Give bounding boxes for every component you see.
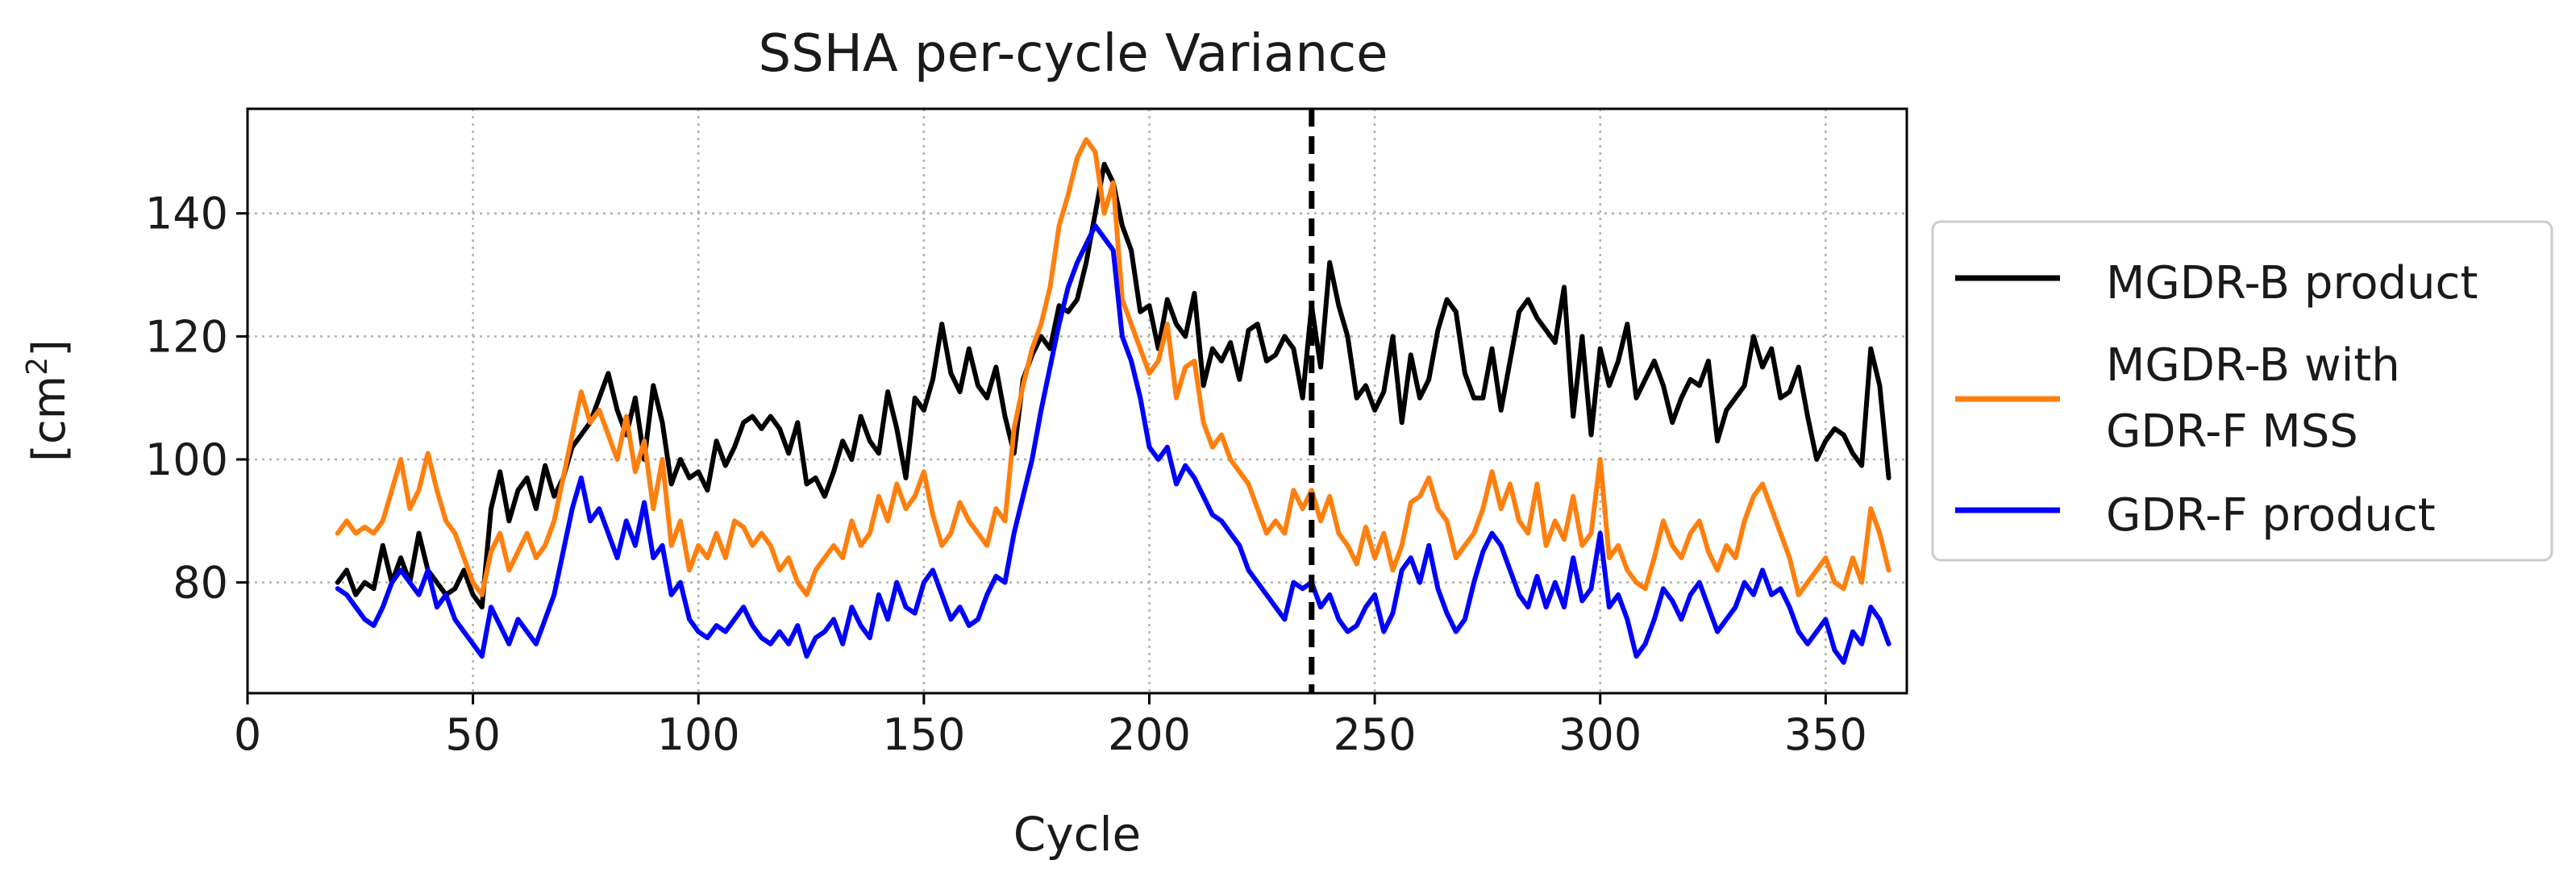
x-tick-label: 150	[882, 709, 965, 760]
x-tick-label: 100	[657, 709, 740, 760]
legend-label-mgdr-b-with-gdr-f-mss: MGDR-B with	[2106, 339, 2400, 392]
x-tick-label: 50	[445, 709, 501, 760]
y-axis-label-prefix: [cm	[23, 376, 76, 462]
x-axis-label: Cycle	[1013, 807, 1142, 862]
legend-items: MGDR-B product MGDR-B with GDR-F MSS GDR-F …	[1955, 257, 2478, 542]
series-layer	[335, 137, 1891, 665]
y-axis-label-superscript: 2	[21, 357, 54, 376]
legend: MGDR-B product MGDR-B with GDR-F MSS GDR-F …	[1931, 220, 2553, 562]
series-line-gdr-f-product	[335, 223, 1891, 665]
x-tick-label: 200	[1108, 709, 1191, 760]
x-tick-label: 250	[1334, 709, 1417, 760]
y-axis-ticks: 80 100 120 140	[145, 189, 248, 609]
x-tick-label: 300	[1559, 709, 1642, 760]
y-axis-label-suffix: ]	[23, 339, 76, 357]
y-axis-label: [cm2]	[21, 339, 76, 462]
legend-label-mgdr-b-product: MGDR-B product	[2106, 257, 2478, 310]
y-tick-label: 120	[145, 311, 228, 362]
legend-label-gdr-f-product: GDR-F product	[2106, 489, 2436, 542]
legend-label-mgdr-b-with-gdr-f-mss: GDR-F MSS	[2106, 405, 2358, 458]
x-tick-label: 0	[234, 709, 261, 760]
x-axis-ticks: 0 50 100 150 200 250 300 350	[234, 693, 1867, 760]
y-tick-label: 140	[145, 189, 228, 239]
chart-title: SSHA per-cycle Variance	[758, 24, 1388, 84]
y-tick-label: 100	[145, 434, 228, 485]
legend-box	[1931, 220, 2553, 562]
series-line-mgdr-b-with-gdr-f-mss	[335, 137, 1891, 597]
x-tick-label: 350	[1784, 709, 1867, 760]
plot-frame	[246, 107, 1908, 695]
y-tick-label: 80	[173, 558, 228, 609]
